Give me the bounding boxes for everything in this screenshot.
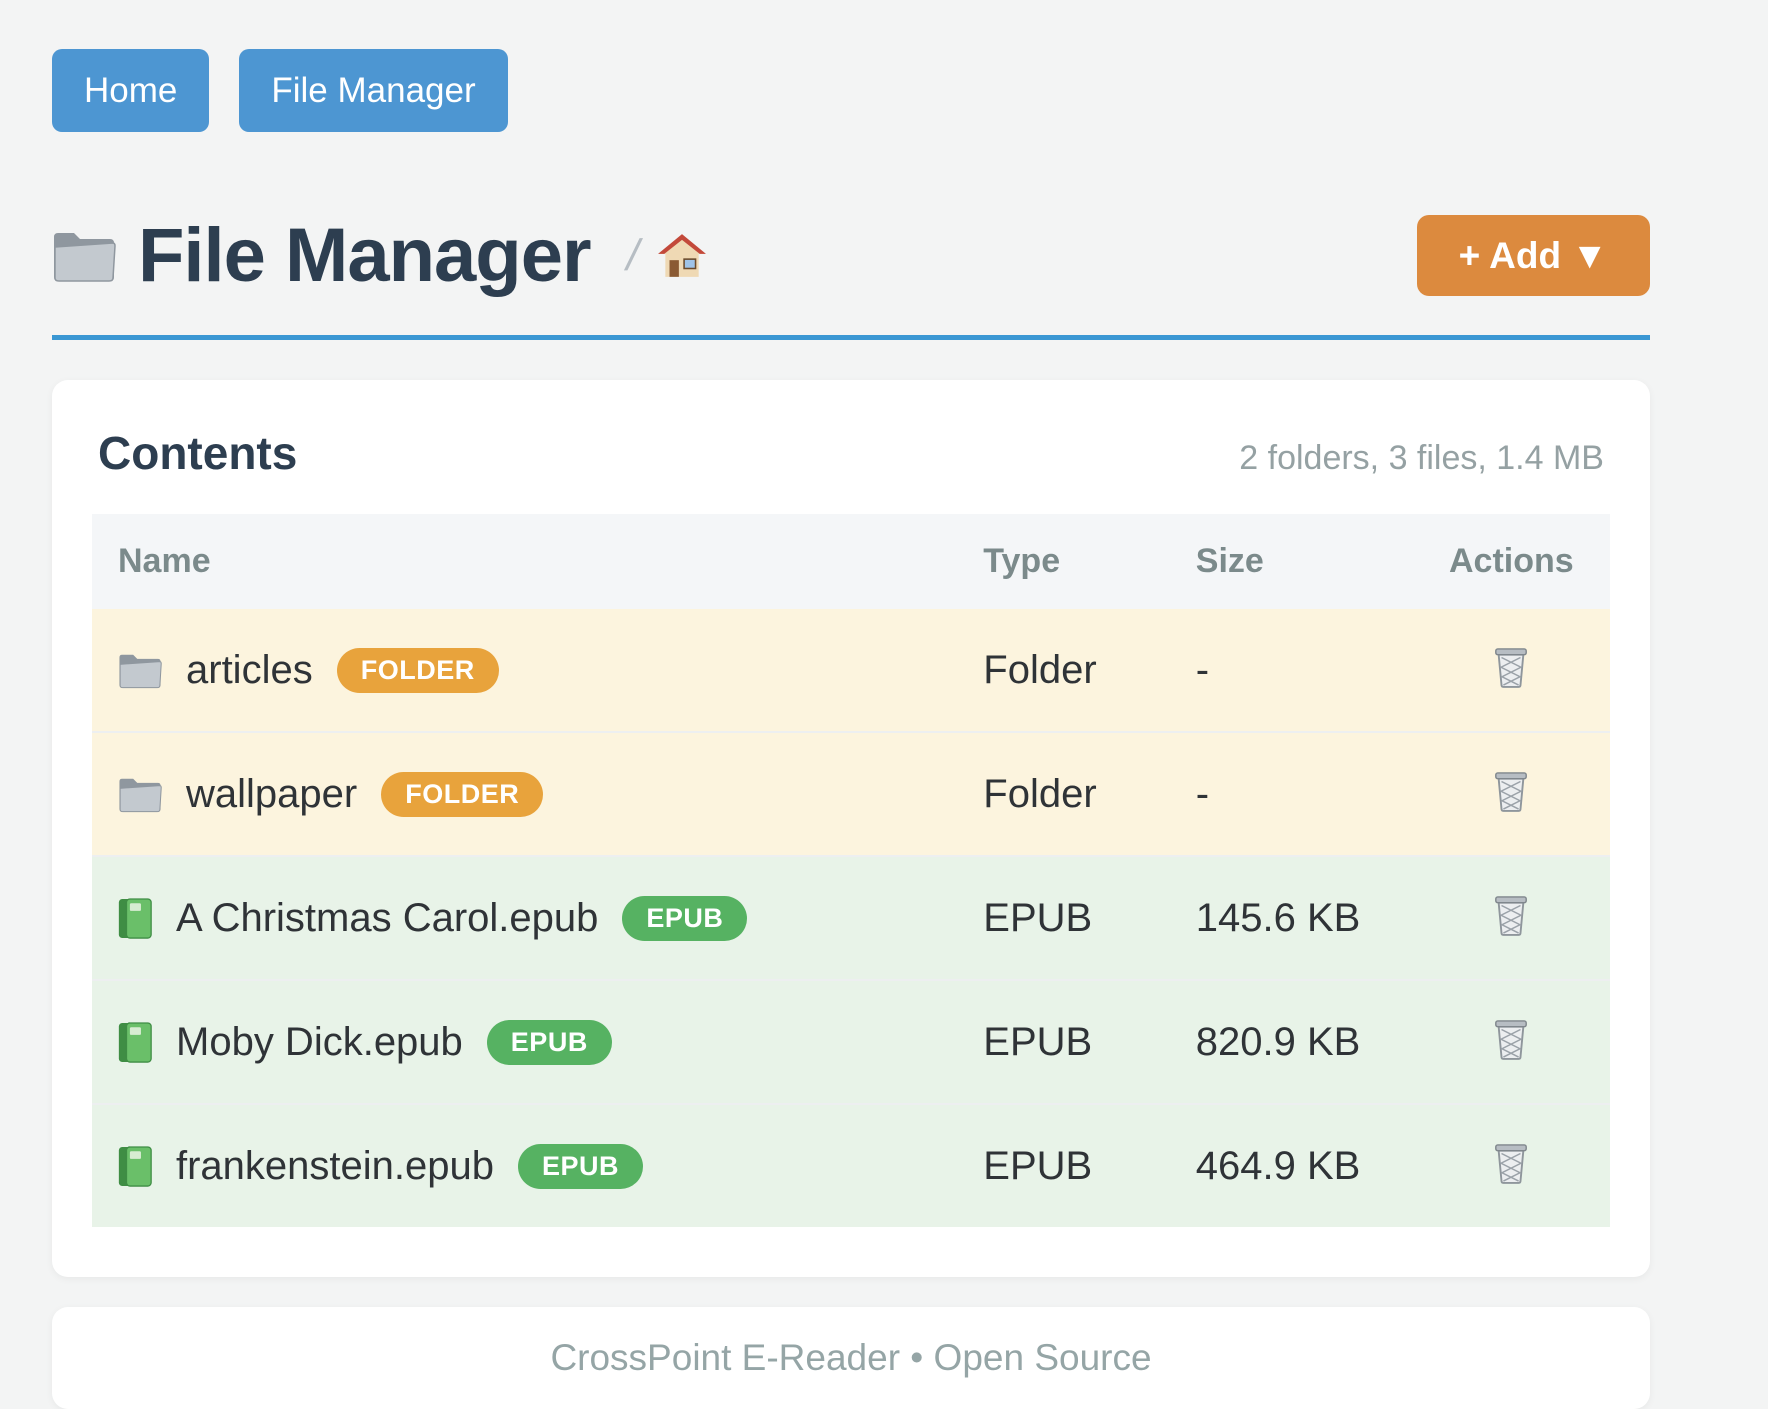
cell-size: -: [1195, 647, 1210, 692]
table-row[interactable]: A Christmas Carol.epub EPUB EPUB 145.6 K…: [92, 856, 1610, 980]
column-header-actions: Actions: [1412, 514, 1610, 609]
file-name: wallpaper: [186, 771, 358, 816]
type-badge: EPUB: [622, 895, 748, 941]
table-row[interactable]: articles FOLDER Folder -: [92, 609, 1610, 732]
file-name: frankenstein.epub: [176, 1143, 495, 1188]
add-dropdown-button[interactable]: + Add ▼: [1416, 215, 1650, 296]
footer-text: CrossPoint E-Reader • Open Source: [550, 1337, 1152, 1378]
type-badge: EPUB: [518, 1143, 644, 1189]
type-badge: FOLDER: [336, 647, 499, 693]
trash-icon: [1492, 648, 1530, 692]
folder-icon: [118, 776, 162, 813]
trash-icon: [1492, 896, 1530, 940]
table-row[interactable]: frankenstein.epub EPUB EPUB 464.9 KB: [92, 1104, 1610, 1227]
column-header-size: Size: [1169, 514, 1413, 609]
delete-button[interactable]: [1488, 765, 1534, 817]
green-book-icon: [118, 897, 152, 939]
cell-size: 820.9 KB: [1195, 1019, 1361, 1064]
nav-row: Home File Manager: [52, 49, 1650, 132]
breadcrumb-separator: /: [621, 230, 645, 280]
table-header-row: Name Type Size Actions: [92, 514, 1610, 609]
cell-size: -: [1195, 771, 1210, 816]
footer-card: CrossPoint E-Reader • Open Source: [52, 1307, 1650, 1409]
cell-type: EPUB: [983, 1143, 1093, 1188]
file-name: Moby Dick.epub: [176, 1019, 463, 1064]
cell-type: Folder: [983, 771, 1097, 816]
title-divider: [52, 335, 1650, 340]
type-badge: FOLDER: [381, 771, 544, 817]
file-manager-button[interactable]: File Manager: [239, 49, 508, 132]
home-button[interactable]: Home: [52, 49, 210, 132]
delete-button[interactable]: [1488, 641, 1534, 693]
trash-icon: [1492, 1020, 1530, 1064]
cell-type: EPUB: [983, 1019, 1093, 1064]
cell-size: 145.6 KB: [1195, 895, 1361, 940]
contents-header: Contents 2 folders, 3 files, 1.4 MB: [92, 426, 1610, 480]
cell-type: EPUB: [983, 895, 1093, 940]
delete-button[interactable]: [1488, 889, 1534, 941]
contents-title: Contents: [98, 427, 298, 479]
file-name: articles: [186, 647, 313, 692]
table-row[interactable]: Moby Dick.epub EPUB EPUB 820.9 KB: [92, 980, 1610, 1104]
column-header-name: Name: [92, 514, 958, 609]
delete-button[interactable]: [1488, 1137, 1534, 1189]
contents-card: Contents 2 folders, 3 files, 1.4 MB Name…: [52, 380, 1650, 1277]
cell-size: 464.9 KB: [1195, 1143, 1361, 1188]
contents-summary: 2 folders, 3 files, 1.4 MB: [1239, 439, 1604, 477]
cell-type: Folder: [983, 647, 1097, 692]
page-title: File Manager: [138, 213, 592, 298]
delete-button[interactable]: [1488, 1013, 1534, 1065]
file-table: Name Type Size Actions articles FOLDER F…: [92, 514, 1610, 1227]
green-book-icon: [118, 1145, 152, 1187]
green-book-icon: [118, 1021, 152, 1063]
trash-icon: [1492, 772, 1530, 816]
type-badge: EPUB: [486, 1019, 612, 1065]
file-name: A Christmas Carol.epub: [176, 895, 599, 940]
trash-icon: [1492, 1143, 1530, 1188]
folder-icon: [118, 652, 162, 689]
column-header-type: Type: [957, 514, 1170, 609]
table-row[interactable]: wallpaper FOLDER Folder -: [92, 732, 1610, 856]
folder-icon: [52, 229, 116, 283]
title-row: File Manager / + Add ▼: [52, 212, 1650, 299]
home-icon[interactable]: [657, 232, 707, 279]
